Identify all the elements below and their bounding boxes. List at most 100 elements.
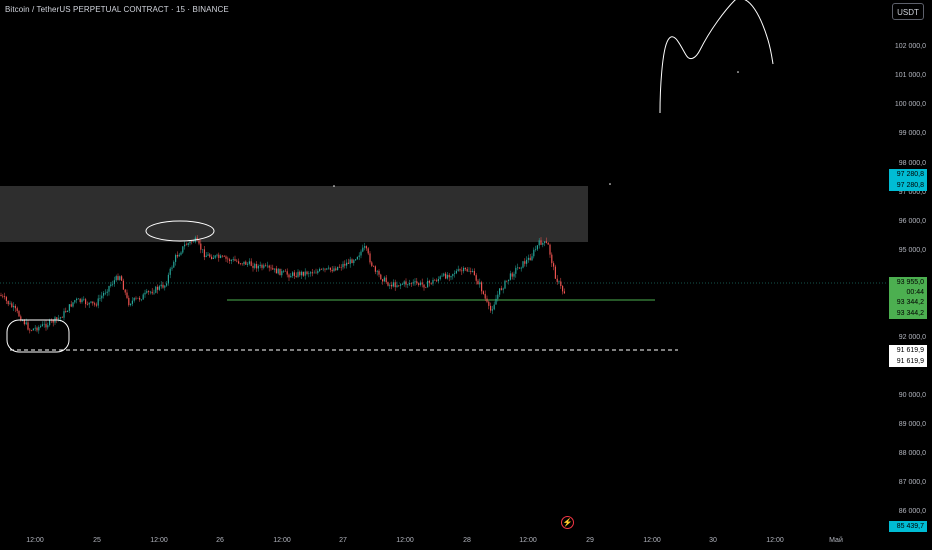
candle-body	[247, 263, 249, 265]
lightning-icon[interactable]: ⚡	[561, 516, 574, 529]
candle-body	[142, 294, 144, 300]
candle-body	[389, 284, 391, 286]
candle-body	[119, 276, 121, 280]
currency-button[interactable]: USDT	[892, 3, 924, 20]
candle-body	[250, 261, 252, 266]
candle-body	[511, 273, 513, 277]
candle-body	[398, 285, 400, 286]
candle-body	[338, 266, 340, 268]
candle-body	[279, 268, 281, 276]
candle-body	[317, 271, 319, 274]
candle-body	[205, 255, 207, 258]
candle-body	[95, 304, 97, 306]
candle-body	[283, 270, 285, 272]
candle-body	[112, 283, 114, 285]
candle-body	[360, 251, 362, 256]
candle-body	[216, 254, 218, 256]
time-tick: 12:00	[273, 537, 291, 544]
candle-body	[272, 268, 274, 270]
candle-body	[412, 282, 414, 284]
candle-body	[70, 304, 72, 307]
candle-body	[369, 253, 371, 263]
candle-body	[110, 284, 112, 286]
highlight-ellipse-top[interactable]	[145, 220, 215, 242]
highlight-box-low[interactable]	[6, 319, 70, 353]
candle-body	[531, 256, 533, 261]
candle-body	[380, 274, 382, 280]
candle-body	[227, 258, 229, 260]
candle-body	[518, 267, 520, 269]
candle-body	[477, 280, 479, 285]
candle-body	[281, 271, 283, 276]
candle-body	[157, 286, 159, 290]
candle-body	[335, 268, 337, 271]
candle-body	[202, 249, 204, 251]
candle-body	[140, 299, 142, 301]
candle-body	[178, 254, 180, 257]
candle-body	[121, 276, 123, 281]
candle-body	[259, 264, 261, 266]
candle-body	[167, 274, 169, 284]
candle-body	[193, 241, 195, 243]
candle-body	[373, 265, 375, 267]
candle-body	[56, 317, 58, 320]
candle-body	[76, 298, 78, 301]
candle-body	[513, 273, 515, 277]
candle-body	[457, 269, 459, 271]
time-tick: 28	[463, 537, 471, 544]
candle-body	[153, 292, 155, 294]
candle-body	[196, 237, 198, 241]
candle-body	[448, 274, 450, 278]
candle-body	[443, 273, 445, 276]
candle-body	[11, 303, 13, 308]
price-tick: 87 000,0	[898, 479, 926, 486]
candle-body	[461, 270, 463, 272]
candle-body	[155, 286, 157, 293]
candle-body	[479, 282, 481, 285]
supply-zone-rect[interactable]	[0, 186, 588, 242]
candle-body	[434, 280, 436, 281]
candle-body	[536, 245, 538, 250]
candle-body	[67, 310, 69, 313]
candle-body	[103, 293, 105, 296]
candle-body	[310, 272, 312, 274]
time-tick: 12:00	[150, 537, 168, 544]
candle-body	[135, 297, 137, 299]
candle-body	[97, 298, 99, 306]
hand-drawn-projection[interactable]	[659, 0, 774, 114]
time-tick: 12:00	[519, 537, 537, 544]
candle-body	[232, 259, 234, 261]
candle-body	[355, 259, 357, 261]
candle-body	[295, 275, 297, 277]
candle-body	[324, 268, 326, 270]
candle-body	[13, 305, 15, 308]
price-tick: 98 000,0	[898, 160, 926, 167]
candle-body	[72, 302, 74, 307]
candle-body	[403, 281, 405, 285]
candle-body	[358, 255, 360, 257]
candle-body	[486, 298, 488, 302]
candle-body	[77, 298, 79, 300]
candle-body	[126, 292, 128, 298]
candle-body	[265, 265, 267, 266]
time-tick: 25	[93, 537, 101, 544]
candle-body	[182, 246, 184, 253]
candle-body	[171, 267, 173, 269]
time-tick: 12:00	[766, 537, 784, 544]
candle-body	[301, 271, 303, 276]
candle-body	[248, 261, 250, 264]
candle-body	[340, 267, 342, 268]
candle-body	[176, 255, 178, 257]
candle-body	[353, 260, 355, 264]
candle-body	[526, 259, 528, 264]
candle-body	[288, 274, 290, 278]
candle-body	[189, 241, 191, 244]
candle-body	[427, 280, 429, 288]
time-tick: 12:00	[643, 537, 661, 544]
candle-body	[385, 277, 387, 283]
candle-body	[500, 288, 502, 290]
price-tick: 86 000,0	[898, 508, 926, 515]
candle-body	[374, 266, 376, 272]
candle-body	[203, 249, 205, 258]
